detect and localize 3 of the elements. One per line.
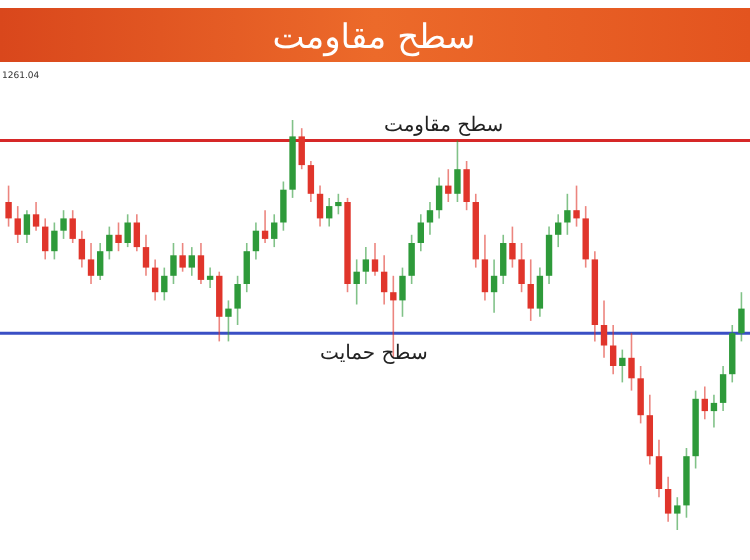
ref-label: سطح مقاومت (384, 114, 504, 137)
title: سطح مقاومت (272, 18, 476, 58)
ref-label: سطح حمایت (320, 343, 428, 366)
